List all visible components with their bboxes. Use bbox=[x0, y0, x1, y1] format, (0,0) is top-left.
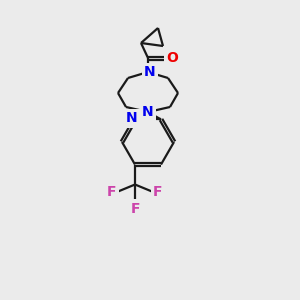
Text: F: F bbox=[107, 184, 117, 199]
Text: N: N bbox=[144, 65, 156, 79]
Text: F: F bbox=[130, 202, 140, 215]
Text: N: N bbox=[142, 105, 154, 119]
Text: O: O bbox=[166, 51, 178, 65]
Text: N: N bbox=[126, 112, 138, 125]
Text: F: F bbox=[153, 184, 163, 199]
